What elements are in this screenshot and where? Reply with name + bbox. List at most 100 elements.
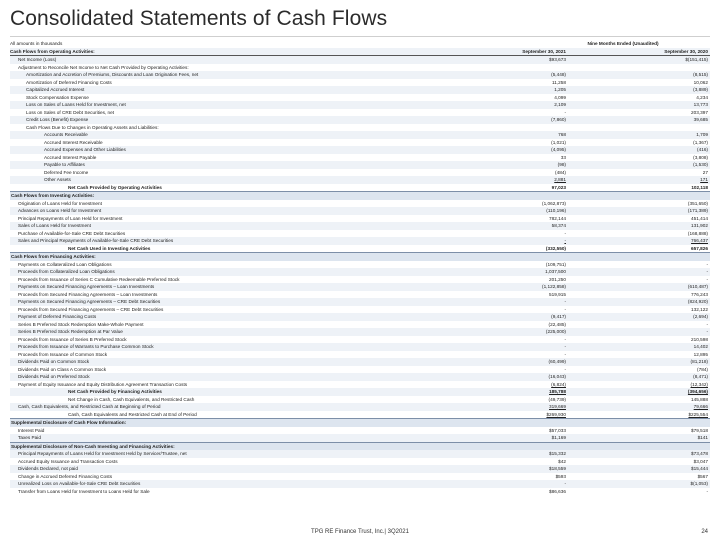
table-row: Cash Flows Due to Changes in Operating A… — [10, 124, 710, 132]
value-2021: $93,673 — [480, 56, 570, 64]
value-2021-text: 33 — [560, 154, 566, 160]
value-2021-text: $42 — [558, 458, 566, 464]
value-2021-text: 97,023 — [551, 184, 566, 190]
row-label: Net Cash Provided by Financing Activitie… — [68, 389, 162, 394]
title-divider — [10, 36, 710, 37]
value-2021-text: - — [564, 336, 566, 342]
table-row: Proceeds from Secured Financing Agreemen… — [10, 291, 710, 299]
row-label: Payment of Deferred Financing Costs — [18, 314, 97, 319]
row-label: Dividends Declared, not paid — [18, 466, 78, 471]
value-2021-text: $18,559 — [549, 466, 566, 471]
value-2021-text: (6,824) — [551, 381, 566, 387]
value-2021: 201,250 — [480, 276, 570, 284]
value-2021-text: (60,499) — [548, 359, 566, 364]
value-2020-text: (610,487) — [687, 284, 708, 289]
value-2020-text: 1,709 — [696, 132, 708, 137]
value-2020: $79,518 — [570, 427, 710, 435]
value-2021: (60,499) — [480, 358, 570, 366]
value-2020-text: - — [706, 321, 708, 327]
value-2021-text: (332,550) — [545, 245, 566, 251]
value-2021-text: - — [564, 481, 566, 486]
value-2020: 776,243 — [570, 291, 710, 299]
value-2020-text: (171,389) — [687, 208, 708, 213]
units-note: All amounts in thousands — [10, 41, 63, 46]
table-row: Amortization of Deferred Financing Costs… — [10, 79, 710, 87]
value-2021-text: 1,037,500 — [545, 269, 566, 274]
table-row: Accrued Expenses and Other Liabilities (4… — [10, 146, 710, 154]
value-2021-text: $93,673 — [549, 57, 566, 62]
table-row: Advances on Loans Held for Investment (11… — [10, 207, 710, 215]
value-2021: (22,485) — [480, 321, 570, 329]
value-2020: 39,685 — [570, 116, 710, 124]
value-2020-text: 776,243 — [691, 291, 708, 297]
value-2020-text: - — [706, 276, 708, 282]
table-row: Unrealized Loss on Available-for-Sale CR… — [10, 480, 710, 488]
value-2020: (171,389) — [570, 207, 710, 215]
table-row: Sales and Principal Repayments of Availa… — [10, 237, 710, 245]
value-2021: $269,930 — [480, 411, 570, 419]
value-2021-text: - — [564, 306, 566, 312]
value-2020-text: $(151,415) — [685, 57, 708, 62]
table-row: Credit Loss (Benefit) Expense (7,860) 39,6… — [10, 116, 710, 124]
value-2021-text: (98) — [557, 162, 566, 167]
value-2021-text: $593 — [555, 473, 566, 479]
value-2020-text: 657,826 — [691, 245, 708, 251]
table-row: Loss on Sales of Loans Held for Investme… — [10, 101, 710, 109]
value-2020: 14,402 — [570, 343, 710, 351]
row-label: Dividends Paid on Class A Common Stock — [18, 366, 107, 372]
row-label: Cash Flows Due to Changes in Operating A… — [26, 124, 159, 130]
value-2020-text: 79,666 — [693, 404, 708, 409]
value-2021: (1,122,858) — [480, 283, 570, 291]
table-row: Other Assets 2,881 171 — [10, 176, 710, 184]
value-2021: $57,033 — [480, 427, 570, 435]
value-2020-text: 132,122 — [691, 306, 708, 312]
value-2020: - — [570, 488, 710, 496]
value-2021-text: 782,144 — [549, 215, 566, 221]
table-row: Cash, Cash Equivalents, and Restricted C… — [10, 403, 710, 411]
value-2020-text: (8,515) — [693, 72, 708, 77]
value-2020: 145,888 — [570, 396, 710, 404]
page-number: 24 — [701, 529, 708, 535]
value-2020: (81,218) — [570, 358, 710, 366]
value-2021: (1,021) — [480, 139, 570, 147]
value-2020-text: (3,808) — [693, 154, 708, 160]
row-label: Sales of Loans Held for Investment — [18, 223, 91, 228]
value-2021: (16,043) — [480, 373, 570, 381]
value-2021-text: - — [564, 366, 566, 372]
value-2020: (824,920) — [570, 298, 710, 306]
row-label: Payments on Secured Financing Agreements… — [18, 299, 161, 304]
value-2021-text: (16,043) — [548, 374, 566, 379]
value-2021-text: (1,122,858) — [542, 284, 566, 289]
value-2020: 102,118 — [570, 184, 710, 192]
value-2021: (7,860) — [480, 116, 570, 124]
row-label: Change in Accrued Deferred Financing Cos… — [18, 473, 113, 479]
value-2020-text: 766,437 — [691, 238, 708, 243]
row-label: Adjustment to Reconcile Net Income to Ne… — [18, 64, 189, 70]
value-2021-text: 1,205 — [554, 87, 566, 92]
row-label: Purchase of Available-for-Sale CRE Debt … — [18, 230, 126, 236]
table-row: Dividends Paid on Preferred Stock (16,043… — [10, 373, 710, 381]
value-2020-text: (8,471) — [693, 374, 708, 379]
value-2020-text: (394,656) — [687, 389, 708, 394]
value-2021-text: - — [564, 109, 566, 115]
table-row: Amortization and Accretion of Premiums, … — [10, 71, 710, 79]
value-2020: $225,554 — [570, 411, 710, 419]
value-2021-text: $57,033 — [549, 427, 566, 433]
value-2021-text: (9,417) — [551, 314, 566, 319]
value-2020: - — [570, 328, 710, 336]
value-2020: (416) — [570, 146, 710, 154]
table-row: Proceeds from Issuance of Warrants to Pu… — [10, 343, 710, 351]
value-2020: (610,487) — [570, 283, 710, 291]
value-2021-text: (225,000) — [545, 329, 566, 334]
table-row: Capitalized Accrued Interest 1,205 (3,889) — [10, 86, 710, 94]
section-header-row: Supplemental Disclosure of Cash Flow Inf… — [10, 418, 710, 427]
table-row: Principal Repayments of Loans Held for I… — [10, 450, 710, 458]
value-2021: (6,824) — [480, 381, 570, 389]
value-2021-text: 11,258 — [552, 79, 566, 85]
value-2021: 319,669 — [480, 403, 570, 411]
table-row: Dividends Paid on Class A Common Stock - (… — [10, 366, 710, 374]
row-label: Transfer from Loans Held for Investment … — [18, 488, 150, 494]
value-2021-text: - — [564, 351, 566, 357]
row-label: Payable to Affiliates — [44, 162, 85, 167]
value-2021: $86,636 — [480, 488, 570, 496]
